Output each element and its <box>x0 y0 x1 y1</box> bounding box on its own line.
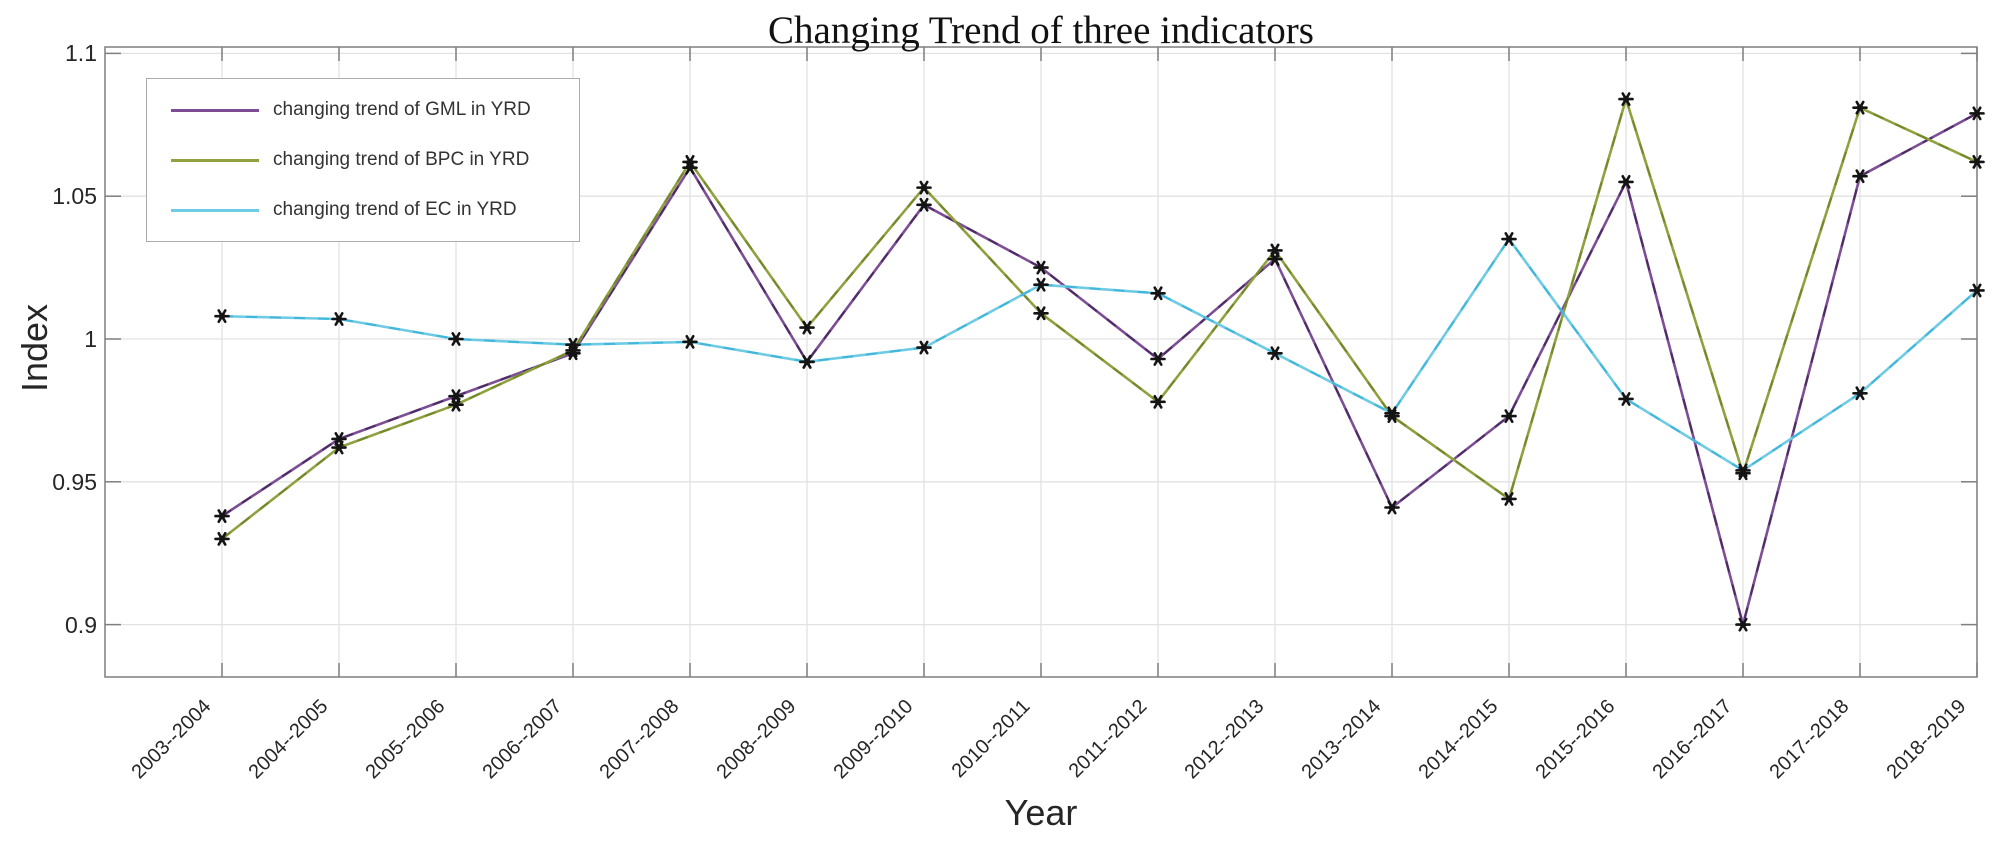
data-marker <box>1505 235 1513 243</box>
data-marker <box>1622 95 1630 103</box>
data-marker <box>1973 158 1981 166</box>
legend-line-sample <box>171 208 259 212</box>
series-2 <box>221 237 1978 472</box>
data-marker <box>1271 255 1279 263</box>
data-marker <box>1154 290 1162 297</box>
data-marker <box>1271 247 1279 254</box>
data-marker <box>686 338 694 346</box>
legend: changing trend of GML in YRD changing tr… <box>146 78 580 242</box>
data-marker <box>218 535 226 543</box>
data-marker <box>335 444 343 451</box>
legend-item: changing trend of EC in YRD <box>147 185 579 235</box>
legend-line-sample <box>171 108 259 112</box>
data-marker <box>1271 350 1279 357</box>
data-marker <box>1622 395 1630 403</box>
data-marker <box>1154 398 1162 406</box>
data-marker <box>1037 281 1045 288</box>
data-marker <box>1037 310 1045 317</box>
legend-line-sample <box>171 158 259 162</box>
data-marker <box>335 315 343 323</box>
y-tick-label: 1.05 <box>52 183 97 210</box>
x-axis-label: Year <box>1004 792 1078 833</box>
data-marker <box>452 392 460 400</box>
data-marker <box>1037 264 1045 271</box>
data-marker <box>1856 173 1864 180</box>
data-marker <box>920 201 928 208</box>
series-1 <box>221 97 1978 540</box>
data-marker <box>1739 621 1747 628</box>
data-marker <box>686 158 694 166</box>
series-line <box>221 237 1978 472</box>
markers <box>214 92 1985 632</box>
data-marker <box>1973 287 1981 294</box>
series-line-dash <box>221 238 1978 472</box>
chart-title: Changing Trend of three indicators <box>768 9 1314 52</box>
legend-item-label: changing trend of GML in YRD <box>273 99 531 120</box>
data-marker <box>452 335 460 343</box>
y-tick-label: 1.1 <box>65 40 97 67</box>
data-marker <box>218 312 226 320</box>
data-marker <box>1973 110 1981 117</box>
legend-item: changing trend of BPC in YRD <box>147 135 579 185</box>
data-marker <box>1856 104 1864 111</box>
y-tick-label: 0.9 <box>65 611 97 638</box>
data-marker <box>218 512 226 520</box>
data-marker <box>920 184 928 191</box>
legend-item-label: changing trend of EC in YRD <box>273 199 517 220</box>
legend-item-label: changing trend of BPC in YRD <box>273 149 530 170</box>
data-marker <box>1856 390 1864 397</box>
data-marker <box>920 344 928 351</box>
data-marker <box>1388 410 1396 417</box>
y-tick-label: 0.95 <box>52 468 97 495</box>
data-marker <box>452 401 460 408</box>
series-line-dash <box>221 98 1978 540</box>
legend-item: changing trend of GML in YRD <box>147 85 579 135</box>
data-marker <box>1388 504 1396 511</box>
data-marker <box>335 435 343 443</box>
data-marker <box>1154 355 1162 363</box>
y-tick-label: 1 <box>84 326 97 352</box>
data-marker <box>569 341 577 348</box>
data-marker <box>1622 178 1630 186</box>
data-marker <box>803 358 811 366</box>
data-marker <box>1505 412 1513 420</box>
data-marker <box>1739 467 1747 474</box>
data-marker <box>1505 495 1513 503</box>
axis-ticks <box>105 47 1978 677</box>
series-line-dash <box>221 112 1978 626</box>
data-marker <box>803 324 811 331</box>
series-0 <box>221 112 1978 626</box>
